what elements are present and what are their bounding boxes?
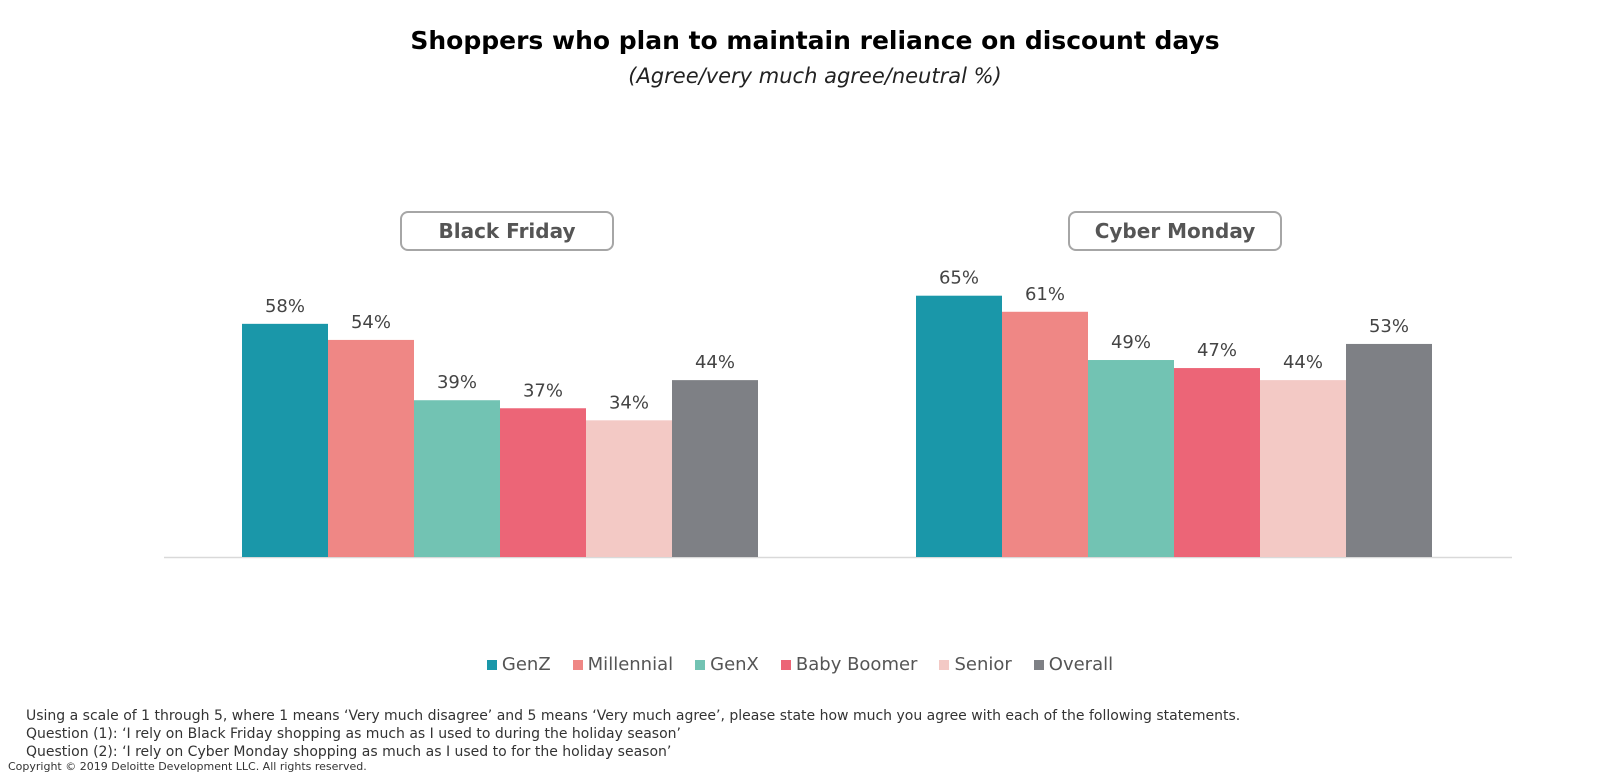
legend-label-millennial: Millennial <box>587 654 674 675</box>
legend-item-senior: Senior <box>939 654 1012 675</box>
legend-label-baby-boomer: Baby Boomer <box>795 654 918 675</box>
legend-item-genz: GenZ <box>486 654 551 675</box>
data-label-black-friday-genx: 39% <box>437 372 477 393</box>
legend-swatch-genx <box>695 659 706 670</box>
bar-cyber-monday-genx <box>1088 360 1174 557</box>
footnotes: Using a scale of 1 through 5, where 1 me… <box>26 707 1240 761</box>
data-label-cyber-monday-millennial: 61% <box>1025 284 1065 305</box>
bar-black-friday-overall <box>672 380 758 557</box>
bar-black-friday-senior <box>586 420 672 557</box>
data-label-cyber-monday-senior: 44% <box>1283 352 1323 373</box>
note-question-1: Question (1): ‘I rely on Black Friday sh… <box>26 726 681 742</box>
legend-label-senior: Senior <box>954 654 1012 675</box>
bar-black-friday-millennial <box>328 339 414 557</box>
bar-black-friday-genx <box>414 400 500 557</box>
bar-black-friday-baby-boomer <box>500 408 586 557</box>
legend-label-overall: Overall <box>1048 654 1114 675</box>
note-question-2: Question (2): ‘I rely on Cyber Monday sh… <box>26 744 672 760</box>
legend-swatch-baby-boomer <box>780 659 791 670</box>
bar-cyber-monday-senior <box>1260 380 1346 557</box>
legend-item-baby-boomer: Baby Boomer <box>780 654 918 675</box>
legend-swatch-overall <box>1033 659 1044 670</box>
data-label-cyber-monday-genx: 49% <box>1111 332 1151 353</box>
legend-swatch-millennial <box>572 659 583 670</box>
bar-cyber-monday-overall <box>1346 343 1432 557</box>
chart-title: Shoppers who plan to maintain reliance o… <box>410 26 1220 55</box>
data-label-cyber-monday-overall: 53% <box>1369 316 1409 337</box>
data-label-black-friday-overall: 44% <box>695 352 735 373</box>
legend-item-millennial: Millennial <box>572 654 674 675</box>
group-label-black-friday: Black Friday <box>400 211 614 251</box>
data-label-black-friday-senior: 34% <box>609 392 649 413</box>
bar-chart: 58% 54% 39% 37% 34% 44% 65% 61% 49% 47% 44% 53% <box>164 268 1512 559</box>
chart-subtitle: (Agree/very much agree/neutral %) <box>628 64 1002 88</box>
legend-label-genz: GenZ <box>501 654 551 675</box>
data-label-cyber-monday-genz: 65% <box>939 268 979 289</box>
bar-black-friday-genz <box>242 323 328 557</box>
bar-cyber-monday-genz <box>916 295 1002 557</box>
legend-swatch-senior <box>939 659 950 670</box>
legend-label-genx: GenX <box>710 654 759 675</box>
legend-item-genx: GenX <box>695 654 759 675</box>
data-label-black-friday-genz: 58% <box>265 296 305 317</box>
data-label-cyber-monday-baby-boomer: 47% <box>1197 340 1237 361</box>
legend: GenZ Millennial GenX Baby Boomer Senior Overa… <box>0 654 1600 675</box>
bar-cyber-monday-baby-boomer <box>1174 368 1260 557</box>
group-label-cyber-monday: Cyber Monday <box>1068 211 1282 251</box>
legend-swatch-genz <box>486 659 497 670</box>
bar-cyber-monday-millennial <box>1002 311 1088 557</box>
note-scale: Using a scale of 1 through 5, where 1 me… <box>26 708 1241 724</box>
copyright: Copyright © 2019 Deloitte Development LL… <box>8 760 367 773</box>
data-label-black-friday-millennial: 54% <box>351 312 391 333</box>
data-label-black-friday-baby-boomer: 37% <box>523 380 563 401</box>
legend-item-overall: Overall <box>1033 654 1114 675</box>
